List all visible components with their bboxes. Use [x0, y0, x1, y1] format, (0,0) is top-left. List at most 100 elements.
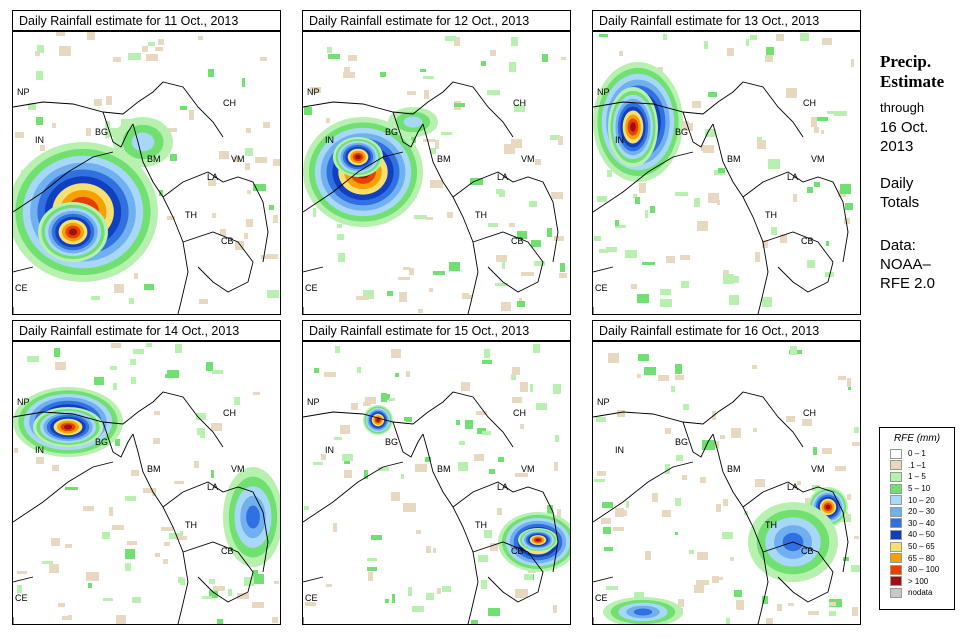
rain-patch: [829, 611, 836, 616]
legend-item: > 100: [880, 576, 954, 588]
rain-patch: [423, 76, 434, 79]
country-label-bg: BG: [675, 437, 689, 447]
country-label-cb: CB: [221, 236, 234, 246]
rain-patch: [456, 420, 460, 425]
rain-patch: [445, 36, 456, 41]
rain-patch: [368, 572, 373, 581]
rain-patch: [542, 54, 548, 62]
border-line: [303, 81, 514, 138]
rainfall-map: NP IN BG BM CH VM LA TH CB CE: [12, 341, 281, 625]
rain-patch: [36, 117, 43, 125]
rain-patch: [660, 289, 671, 295]
country-label-th: TH: [475, 210, 487, 220]
legend-swatch: [890, 576, 902, 587]
country-label-ce: CE: [15, 283, 28, 293]
rain-patch: [146, 54, 158, 61]
rain-patch: [395, 373, 399, 377]
rain-patch: [424, 90, 429, 99]
rain-patch: [551, 192, 563, 199]
rain-patch: [37, 45, 44, 53]
rain-patch: [199, 299, 208, 304]
rain-patch: [766, 47, 774, 55]
rain-patch: [196, 413, 206, 420]
rain-patch: [594, 236, 601, 241]
map-panel-oct-11: Daily Rainfall estimate for 11 Oct., 201…: [12, 10, 281, 315]
border-line: [303, 151, 404, 213]
border-line: [13, 151, 114, 213]
rain-patch: [459, 441, 465, 445]
rain-patch: [509, 62, 516, 72]
rain-patch: [59, 46, 71, 56]
rain-patch: [430, 148, 436, 154]
border-line: [682, 111, 714, 148]
country-label-ch: CH: [803, 98, 816, 108]
country-label-ce: CE: [595, 593, 608, 603]
side-data-line3: RFE 2.0: [880, 275, 936, 292]
rain-patch: [131, 470, 139, 476]
country-label-bg: BG: [385, 127, 399, 137]
rain-patch: [615, 225, 626, 228]
country-label-ch: CH: [803, 408, 816, 418]
rain-patch: [407, 91, 416, 95]
rain-patch: [515, 589, 528, 598]
legend-item: 50 – 65: [880, 541, 954, 553]
rain-patch: [780, 234, 787, 243]
rain-patch: [512, 367, 520, 375]
rain-patch: [482, 360, 492, 364]
rain-patch: [403, 503, 416, 512]
rain-patch: [814, 182, 820, 187]
rain-patch: [547, 505, 553, 514]
rain-patch: [261, 255, 268, 259]
rain-patch: [244, 233, 248, 239]
rain-patch: [180, 106, 187, 110]
map-panel-oct-15: Daily Rainfall estimate for 15 Oct., 201…: [302, 320, 571, 625]
rain-patch: [253, 392, 260, 395]
rain-patch: [731, 428, 741, 438]
rain-patch: [683, 404, 689, 410]
rain-patch: [847, 494, 851, 500]
rain-patch: [697, 221, 708, 231]
rain-patch: [51, 538, 60, 546]
rain-patch: [712, 576, 719, 583]
rain-patch: [652, 493, 658, 502]
rain-patch: [62, 616, 71, 620]
rain-patch: [161, 527, 173, 531]
rain-patch: [208, 69, 214, 77]
rain-patch: [536, 403, 547, 410]
rain-patch: [498, 457, 504, 462]
rain-patch: [129, 298, 134, 304]
rain-patch: [676, 455, 683, 461]
rain-patch: [490, 50, 496, 56]
rain-patch: [115, 439, 120, 446]
legend-label: .1 –1: [908, 460, 926, 470]
country-label-bm: BM: [727, 154, 741, 164]
rain-patch: [324, 372, 336, 377]
rain-patch: [244, 577, 254, 586]
rain-patch: [142, 46, 148, 52]
rain-patch: [521, 272, 534, 276]
rain-patch: [680, 255, 690, 260]
country-label-bg: BG: [675, 127, 689, 137]
country-label-th: TH: [765, 520, 777, 530]
border-line: [162, 481, 269, 573]
rain-patch: [822, 38, 832, 45]
country-label-vm: VM: [231, 154, 245, 164]
rain-patch: [531, 240, 541, 247]
border-line: [303, 391, 514, 448]
rain-patch: [392, 594, 395, 603]
rain-patch: [36, 71, 43, 80]
rain-patch: [484, 349, 490, 358]
rain-patch: [650, 206, 655, 213]
rain-patch: [594, 479, 605, 482]
rain-patch: [599, 34, 608, 37]
rain-patch: [708, 193, 719, 203]
side-date-line1: 16 Oct.: [880, 119, 929, 136]
rain-patch: [253, 184, 266, 191]
panel-title: Daily Rainfall estimate for 16 Oct., 201…: [592, 320, 861, 341]
country-label-in: IN: [615, 135, 624, 145]
rain-patch: [334, 437, 342, 440]
legend-label: 30 – 40: [908, 518, 935, 528]
rain-patch: [209, 579, 215, 584]
rain-contour: [633, 608, 653, 616]
map-svg: [593, 346, 860, 624]
